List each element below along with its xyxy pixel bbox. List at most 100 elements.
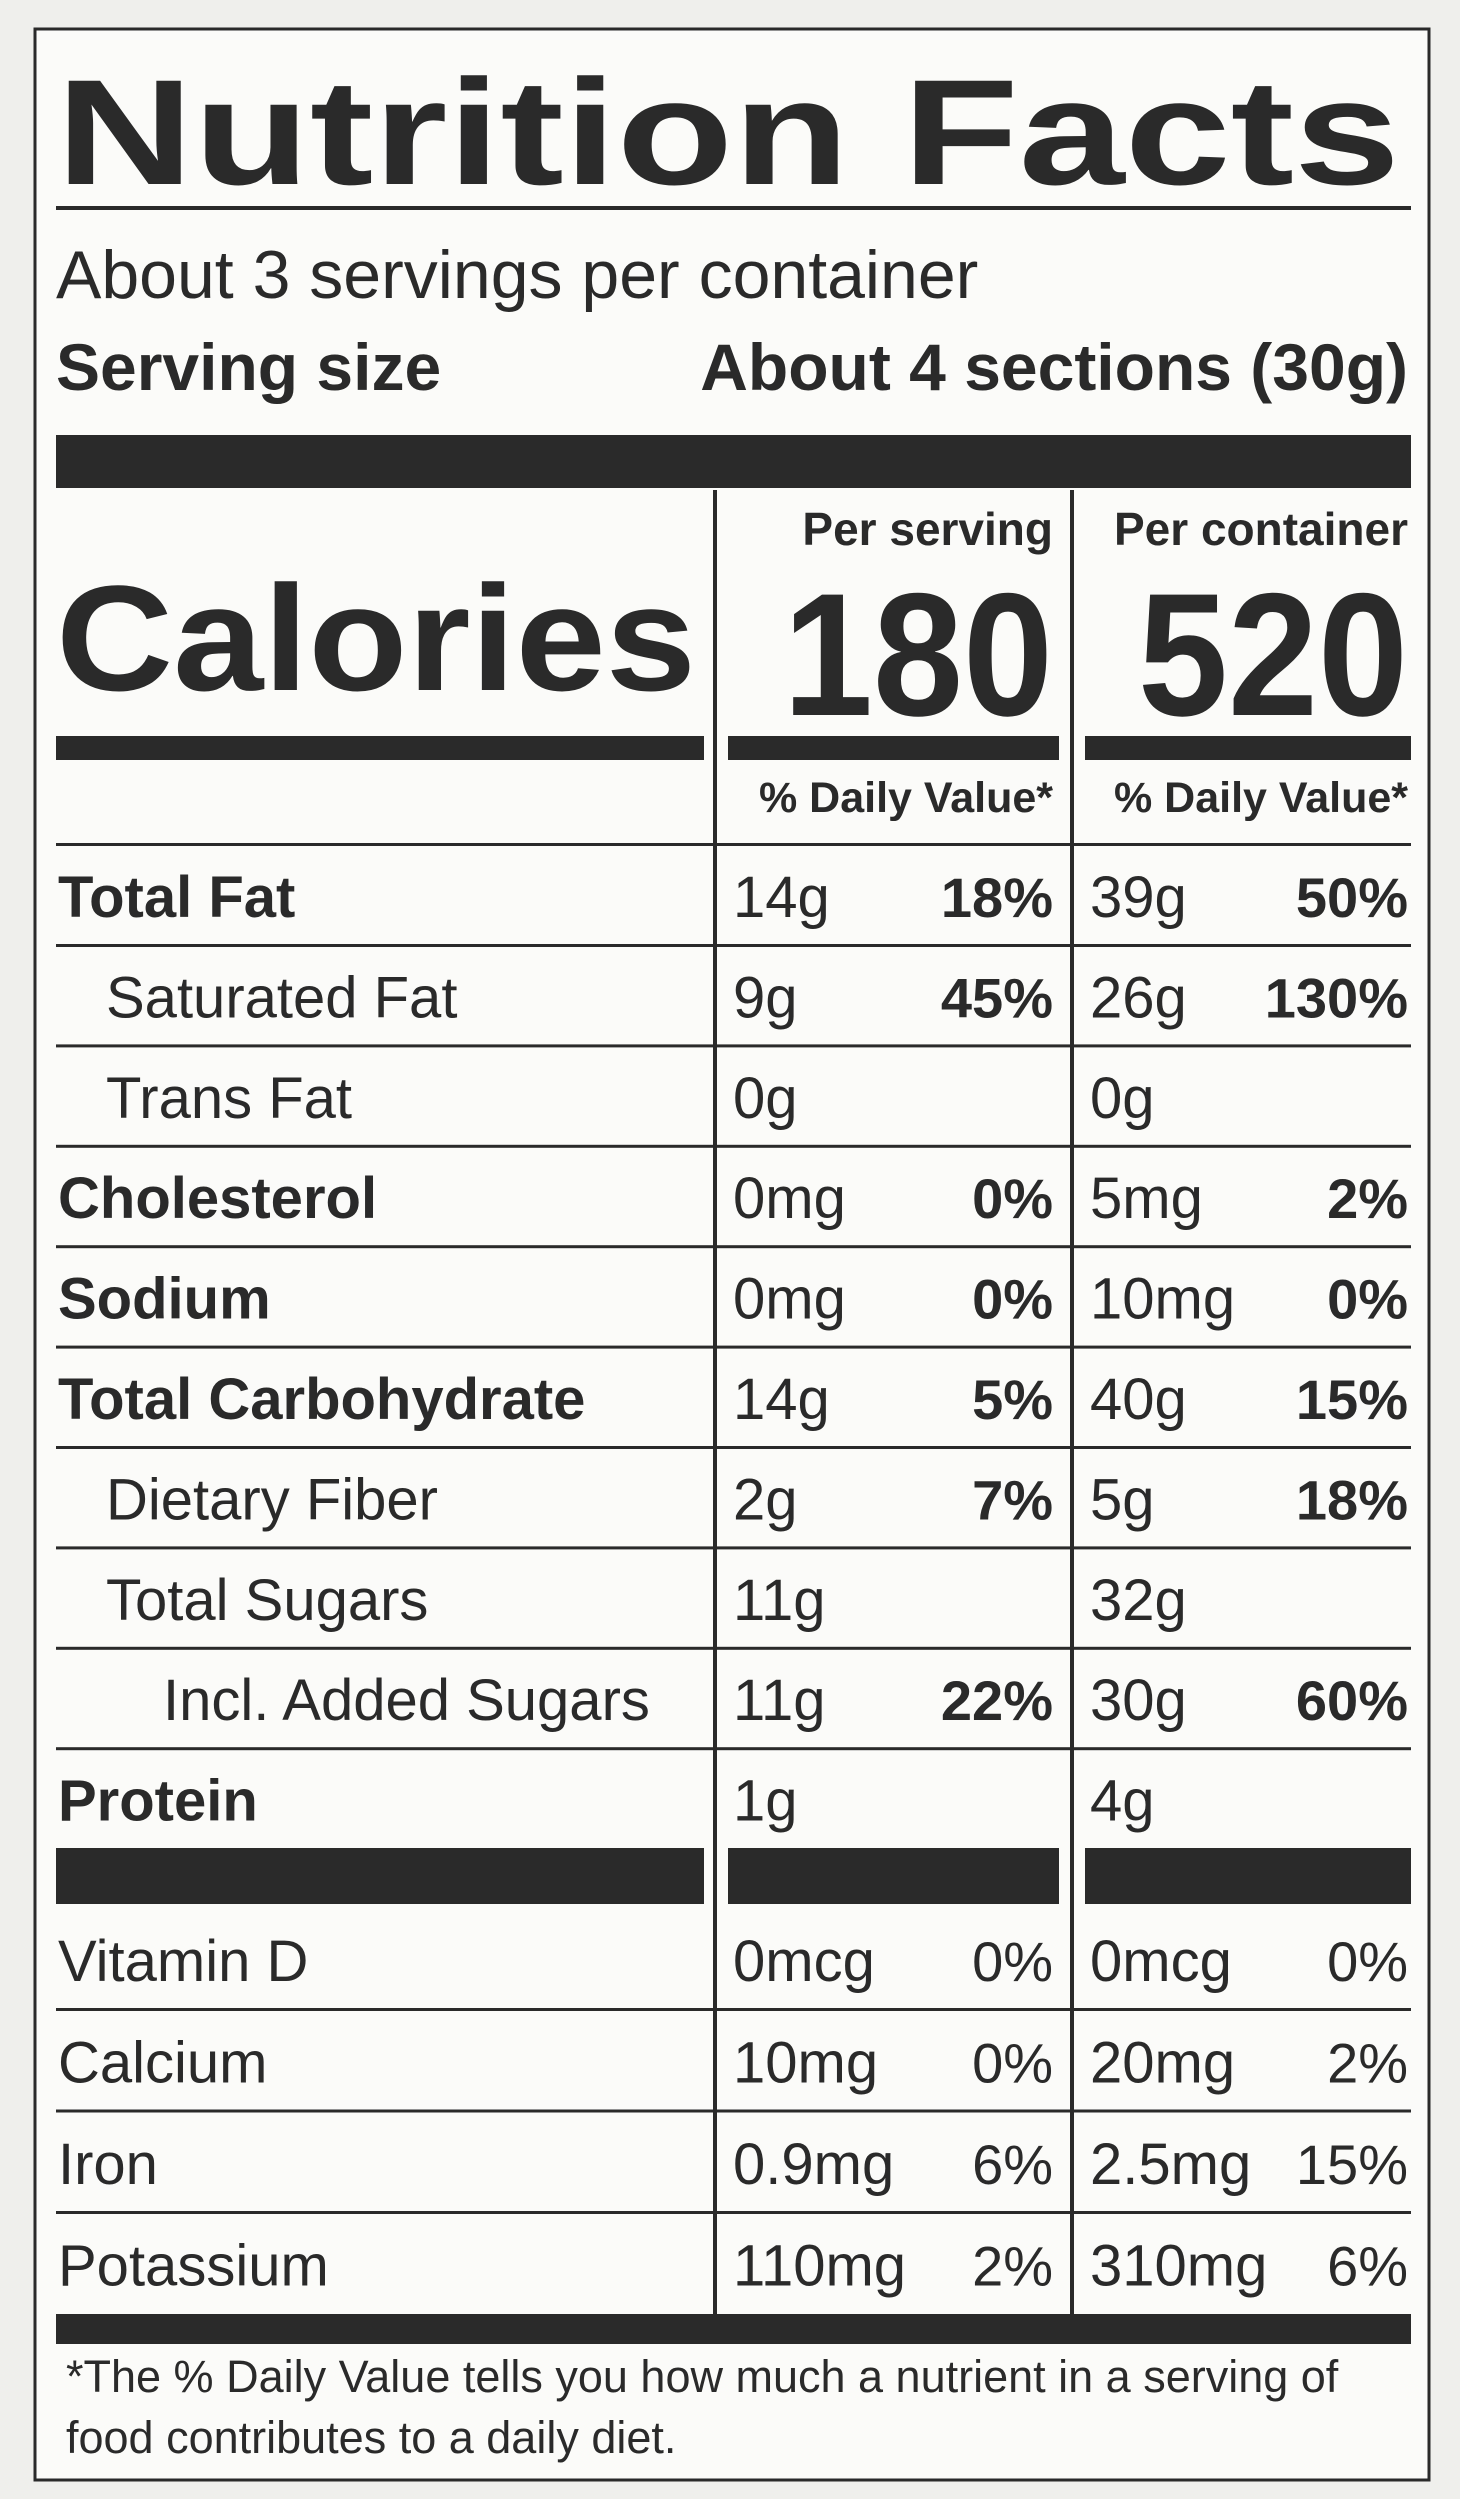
footnote: *The % Daily Value tells you how much a … bbox=[66, 2351, 1339, 2402]
amount: 14g bbox=[733, 865, 830, 930]
daily-value: 0% bbox=[972, 1930, 1053, 1993]
amount: 0.9mg bbox=[733, 2132, 894, 2197]
nutrient-name: Sodium bbox=[58, 1267, 271, 1332]
nutrient-name: Incl. Added Sugars bbox=[163, 1668, 650, 1733]
serving-size-value: About 4 sections (30g) bbox=[700, 330, 1408, 404]
daily-value: 2% bbox=[1327, 1167, 1408, 1230]
amount: 11g bbox=[733, 1568, 825, 1633]
daily-value: 50% bbox=[1296, 866, 1408, 929]
amount: 10mg bbox=[733, 2031, 878, 2096]
daily-value: 0% bbox=[972, 2032, 1053, 2095]
daily-value: 2% bbox=[972, 2235, 1053, 2298]
amount: 0mcg bbox=[733, 1929, 875, 1994]
row-separator bbox=[56, 843, 1411, 846]
amount: 9g bbox=[733, 965, 798, 1030]
amount: 14g bbox=[733, 1367, 830, 1432]
row-separator bbox=[56, 1446, 1411, 1449]
daily-value: 5% bbox=[972, 1368, 1053, 1431]
amount: 11g bbox=[733, 1668, 825, 1733]
daily-value: 0% bbox=[1327, 1268, 1408, 1331]
nutrient-name: Vitamin D bbox=[58, 1929, 308, 1994]
row-separator bbox=[56, 1144, 1411, 1148]
per-serving-label: Per serving bbox=[802, 503, 1053, 555]
row-separator bbox=[56, 1546, 1411, 1550]
nutrient-name: Total Carbohydrate bbox=[58, 1367, 585, 1432]
daily-value: 18% bbox=[941, 866, 1053, 929]
nutrient-name: Calcium bbox=[58, 2031, 268, 2096]
rows: Total Fat 14g 18% 39g 50% Saturated Fat 9g 45% 2… bbox=[56, 843, 1411, 2299]
calories-serving: 180 bbox=[783, 558, 1053, 753]
row-separator bbox=[56, 2008, 1411, 2011]
amount: 5mg bbox=[1090, 1166, 1203, 1231]
daily-value: 45% bbox=[941, 966, 1053, 1029]
amount: 40g bbox=[1090, 1367, 1187, 1432]
calories-container: 520 bbox=[1138, 558, 1408, 753]
amount: 0mg bbox=[733, 1267, 846, 1332]
column-divider bbox=[1070, 490, 1074, 2320]
amount: 0mg bbox=[733, 1166, 846, 1231]
thick-bar bbox=[56, 435, 1411, 488]
amount: 30g bbox=[1090, 1668, 1187, 1733]
row-separator bbox=[56, 1245, 1411, 1249]
medium-bar bbox=[728, 736, 1059, 760]
column-divider bbox=[713, 490, 717, 2320]
nutrient-name: Protein bbox=[58, 1769, 258, 1834]
daily-value: 15% bbox=[1296, 2133, 1408, 2196]
footnote: food contributes to a daily diet. bbox=[66, 2412, 676, 2463]
thick-bar bbox=[1085, 1848, 1411, 1904]
daily-value: 7% bbox=[972, 1468, 1053, 1531]
nutrient-name: Total Sugars bbox=[106, 1568, 428, 1633]
daily-value: 15% bbox=[1296, 1368, 1408, 1431]
row-separator bbox=[56, 1747, 1411, 1751]
amount: 4g bbox=[1090, 1769, 1155, 1834]
servings: About 3 servings per container bbox=[56, 237, 978, 313]
amount: 32g bbox=[1090, 1568, 1187, 1633]
amount: 110mg bbox=[733, 2234, 906, 2299]
nutrient-name: Total Fat bbox=[58, 865, 295, 930]
daily-value: 0% bbox=[972, 1268, 1053, 1331]
daily-value: 0% bbox=[1327, 1930, 1408, 1993]
row-separator bbox=[56, 2211, 1411, 2214]
medium-bar bbox=[56, 736, 704, 760]
title: Nutrition Facts bbox=[56, 48, 1400, 216]
amount: 0g bbox=[733, 1066, 798, 1131]
amount: 26g bbox=[1090, 965, 1187, 1030]
daily-value: 60% bbox=[1296, 1669, 1408, 1732]
thick-bar bbox=[56, 2314, 1411, 2344]
amount: 1g bbox=[733, 1769, 798, 1834]
amount: 0g bbox=[1090, 1066, 1155, 1131]
amount: 39g bbox=[1090, 865, 1187, 930]
nutrient-name: Dietary Fiber bbox=[106, 1467, 438, 1532]
amount: 2g bbox=[733, 1467, 798, 1532]
per-container-label: Per container bbox=[1114, 503, 1408, 555]
row-separator bbox=[56, 1345, 1411, 1349]
row-separator bbox=[56, 2109, 1411, 2113]
daily-value: 6% bbox=[972, 2133, 1053, 2196]
daily-value: 22% bbox=[941, 1669, 1053, 1732]
amount: 5g bbox=[1090, 1467, 1155, 1532]
nutrient-name: Cholesterol bbox=[58, 1166, 377, 1231]
daily-value: 6% bbox=[1327, 2235, 1408, 2298]
amount: 310mg bbox=[1090, 2234, 1267, 2299]
nutrient-name: Iron bbox=[58, 2132, 158, 2197]
nutrient-name: Potassium bbox=[58, 2234, 329, 2299]
calories-label: Calories bbox=[56, 554, 696, 722]
daily-value: 2% bbox=[1327, 2032, 1408, 2095]
daily-value: 18% bbox=[1296, 1468, 1408, 1531]
amount: 2.5mg bbox=[1090, 2132, 1251, 2197]
row-separator bbox=[56, 1646, 1411, 1650]
row-separator bbox=[56, 1044, 1411, 1048]
amount: 10mg bbox=[1090, 1267, 1235, 1332]
dv-header: % Daily Value* bbox=[759, 774, 1053, 822]
medium-bar bbox=[1085, 736, 1411, 760]
daily-value: 0% bbox=[972, 1167, 1053, 1230]
thick-bar bbox=[56, 1848, 704, 1904]
daily-value: 130% bbox=[1265, 966, 1408, 1029]
dv-header: % Daily Value* bbox=[1114, 774, 1408, 822]
amount: 20mg bbox=[1090, 2031, 1235, 2096]
row-separator bbox=[56, 944, 1411, 947]
serving-size-label: Serving size bbox=[56, 330, 441, 404]
thick-bar bbox=[728, 1848, 1059, 1904]
